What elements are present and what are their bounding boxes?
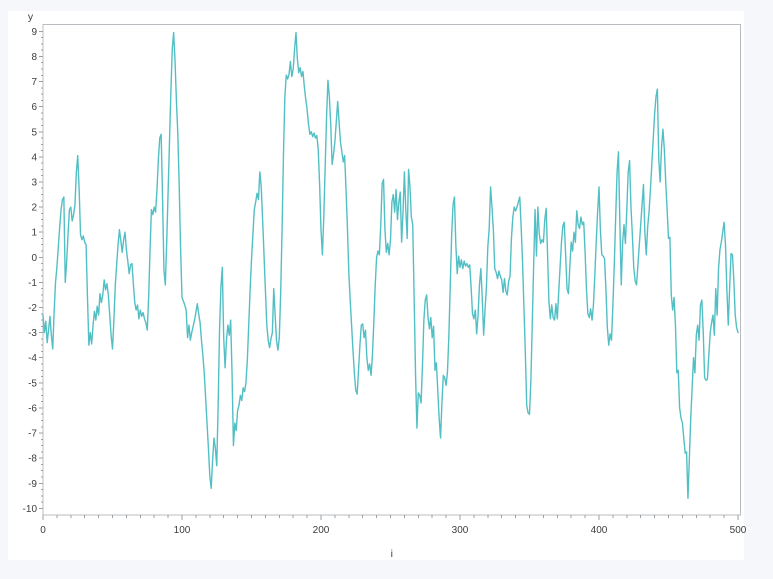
svg-text:-3: -3 <box>28 328 37 339</box>
x-axis-tick-labels: 0 100 200 300 400 500 <box>40 525 747 536</box>
svg-text:-2: -2 <box>28 303 37 314</box>
svg-text:-7: -7 <box>28 429 37 440</box>
y-axis-title: y <box>28 11 34 23</box>
y-axis-tick-labels: 9 8 7 6 5 4 3 2 1 0 -1 -2 -3 -4 -5 -6 -7 -8 -9 -10 <box>23 27 38 515</box>
svg-text:300: 300 <box>452 525 469 536</box>
plot-frame <box>42 24 741 516</box>
svg-text:400: 400 <box>591 525 608 536</box>
y-axis-ticks <box>39 30 43 509</box>
x-axis-title: i <box>391 548 393 560</box>
svg-text:7: 7 <box>31 77 37 88</box>
svg-text:2: 2 <box>31 203 37 214</box>
svg-text:5: 5 <box>31 127 37 138</box>
series-line <box>42 31 739 500</box>
svg-text:1: 1 <box>31 228 37 239</box>
svg-text:-4: -4 <box>28 353 37 364</box>
svg-text:-1: -1 <box>28 278 37 289</box>
svg-text:500: 500 <box>730 525 747 536</box>
svg-text:3: 3 <box>31 177 37 188</box>
svg-text:200: 200 <box>313 525 330 536</box>
svg-text:-10: -10 <box>23 504 38 515</box>
x-axis-ticks <box>42 515 739 520</box>
svg-text:-8: -8 <box>28 454 37 465</box>
svg-text:0: 0 <box>40 525 46 536</box>
svg-text:0: 0 <box>31 253 37 264</box>
svg-text:4: 4 <box>31 152 37 163</box>
svg-text:8: 8 <box>31 52 37 63</box>
svg-text:-9: -9 <box>28 479 37 490</box>
svg-text:-6: -6 <box>28 403 37 414</box>
svg-text:-5: -5 <box>28 378 37 389</box>
svg-text:6: 6 <box>31 102 37 113</box>
svg-text:100: 100 <box>174 525 191 536</box>
svg-text:9: 9 <box>31 27 37 38</box>
